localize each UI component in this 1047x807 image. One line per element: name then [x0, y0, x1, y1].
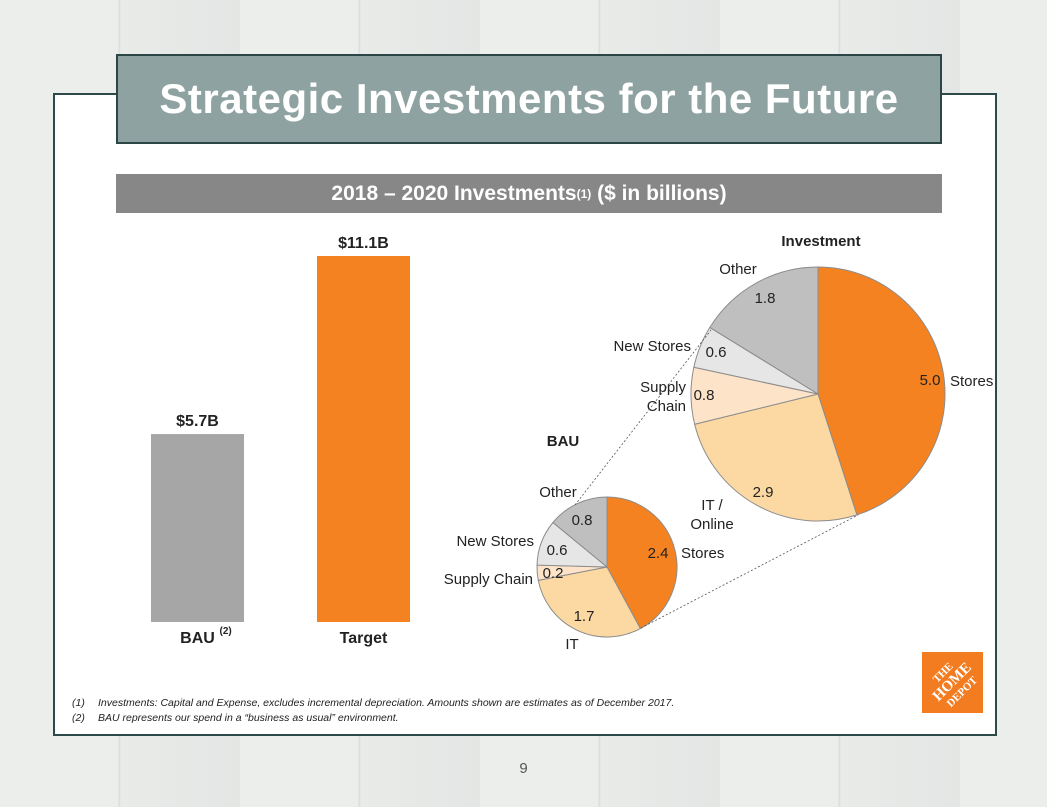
investment-pie-label-supply-chain-line-2: Chain: [647, 398, 686, 415]
page-number: 9: [519, 760, 528, 777]
bar-category-label-target: Target: [340, 630, 388, 647]
bau-pie-value-new-stores: 0.6: [547, 542, 568, 559]
investment-pie-label-it-online-line-2: Online: [690, 516, 733, 533]
home-depot-logo: THE HOME DEPOT: [922, 652, 983, 713]
footnote-2: (2) BAU represents our spend in a “busine…: [72, 711, 674, 726]
investment-pie-label-it-online-line-1: IT /: [701, 497, 723, 514]
bar-value-label-bau: $5.7B: [176, 413, 219, 430]
chart-header-footnote-ref: (1): [576, 186, 592, 201]
investment-pie-value-stores: 5.0: [920, 372, 941, 389]
bau-pie-value-stores: 2.4: [648, 545, 669, 562]
investment-pie-value-new-stores: 0.6: [706, 344, 727, 361]
investment-pie-slice-other: [709, 266, 819, 395]
bau-pie-title: BAU: [547, 433, 580, 450]
investment-pie-title: Investment: [781, 233, 860, 250]
footnote-2-number: (2): [72, 712, 85, 724]
chart-header-bar: 2018 – 2020 Investments (1) ($ in billion…: [116, 174, 942, 213]
pie-connector-line-top: [574, 329, 712, 506]
footnote-2-text: BAU represents our spend in a “business …: [98, 712, 399, 724]
pie-connector-line-bottom: [640, 514, 859, 629]
bar-value-label-target: $11.1B: [338, 235, 389, 252]
bau-pie-label-supply-chain: Supply Chain: [444, 571, 533, 588]
footnote-1-text: Investments: Capital and Expense, exclud…: [98, 697, 675, 709]
bau-pie-value-supply-chain: 0.2: [543, 565, 564, 582]
bar-target: [317, 256, 410, 622]
investment-pie-label-other: Other: [719, 261, 757, 278]
bau-pie-label-stores: Stores: [681, 545, 724, 562]
bau-pie-label-other: Other: [539, 484, 577, 501]
home-depot-logo-text: THE HOME DEPOT: [922, 652, 983, 713]
investment-pie-value-other: 1.8: [755, 290, 776, 307]
investment-pie-slice-stores: [817, 266, 946, 516]
footnote-1: (1) Investments: Capital and Expense, exc…: [72, 696, 674, 711]
bau-pie-slice-stores: [606, 496, 678, 630]
investment-pie-value-it-online: 2.9: [753, 484, 774, 501]
page-title: Strategic Investments for the Future: [159, 75, 899, 122]
investment-pie-value-supply-chain: 0.8: [694, 387, 715, 404]
bau-pie-label-it: IT: [565, 636, 578, 653]
investment-pie-label-stores: Stores: [950, 373, 993, 390]
bau-pie-value-other: 0.8: [572, 512, 593, 529]
investment-pie-label-supply-chain-line-1: Supply: [640, 379, 686, 396]
bau-pie-label-new-stores: New Stores: [456, 533, 534, 550]
footnotes: (1) Investments: Capital and Expense, exc…: [72, 696, 674, 726]
bar-bau: [151, 434, 244, 622]
investment-pie-label-new-stores: New Stores: [613, 338, 691, 355]
bar-category-footnote-bau: (2): [220, 626, 232, 637]
title-banner: Strategic Investments for the Future: [116, 54, 942, 144]
bar-category-label-bau: BAU: [180, 630, 215, 647]
chart-header-text: 2018 – 2020 Investments: [331, 181, 577, 205]
bau-pie-slice-it: [537, 566, 641, 638]
investment-pie-slice-it-online: [694, 393, 858, 522]
footnote-1-number: (1): [72, 697, 85, 709]
bau-pie-value-it: 1.7: [574, 608, 595, 625]
bau-pie-slice-other: [552, 496, 608, 569]
chart-header-units: ($ in billions): [591, 181, 727, 205]
